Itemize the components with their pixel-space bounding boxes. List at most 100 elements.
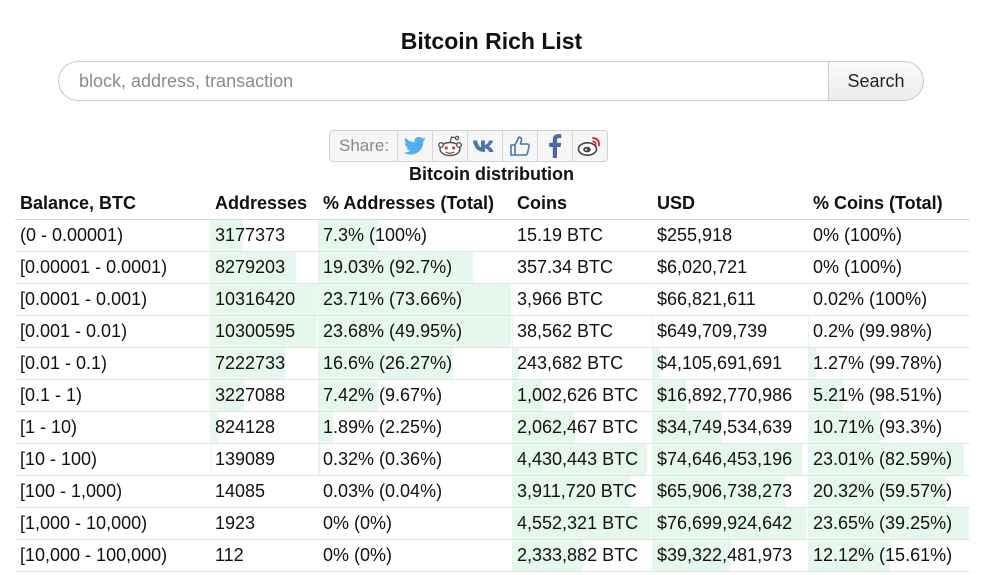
pct-coins-cell: 5.21% (98.51%) <box>808 379 970 412</box>
balance-cell: (0 - 0.00001) <box>15 219 210 252</box>
table-body: (0 - 0.00001) 3177373 7.3% (100%) 15.19 BTC… <box>15 219 970 572</box>
addresses-cell: 3227088 <box>210 379 318 412</box>
balance-cell: [0.001 - 0.01) <box>15 315 210 348</box>
pct-addresses-cell: 23.68% (49.95%) <box>318 315 512 348</box>
facebook-icon[interactable] <box>538 131 574 161</box>
addresses-cell: 14085 <box>210 475 318 508</box>
pct-addresses-cell: 16.6% (26.27%) <box>318 347 512 380</box>
addresses-cell: 7222733 <box>210 347 318 380</box>
page-title: Bitcoin Rich List <box>400 28 583 54</box>
balance-cell: [1 - 10) <box>15 411 210 444</box>
balance-cell: [0.1 - 1) <box>15 379 210 412</box>
coins-cell: 2,062,467 BTC <box>512 411 652 444</box>
share-bar: Share: <box>329 130 609 162</box>
pct-coins-cell: 0.2% (99.98%) <box>808 315 970 348</box>
table-row: [10,000 - 100,000) 112 0% (0%) 2,333,882 BT… <box>15 539 970 572</box>
usd-cell: $65,906,738,273 <box>652 475 808 508</box>
usd-cell: $4,105,691,691 <box>652 347 808 380</box>
twitter-icon[interactable] <box>398 131 434 161</box>
pct-addresses-cell: 19.03% (92.7%) <box>318 251 512 284</box>
reddit-icon[interactable] <box>433 131 469 161</box>
balance-cell: [0.0001 - 0.001) <box>15 283 210 316</box>
usd-cell: $255,918 <box>652 219 808 252</box>
pct-addresses-cell: 0.32% (0.36%) <box>318 443 512 476</box>
column-header-pct-addresses: % Addresses (Total) <box>318 187 512 220</box>
coins-cell: 3,966 BTC <box>512 283 652 316</box>
search-bar: Search <box>58 61 924 101</box>
pct-addresses-cell: 23.71% (73.66%) <box>318 283 512 316</box>
table-title: Bitcoin distribution <box>409 164 574 184</box>
table-row: [10 - 100) 139089 0.32% (0.36%) 4,430,443 B… <box>15 443 970 476</box>
table-row: [100 - 1,000) 14085 0.03% (0.04%) 3,911,720… <box>15 475 970 508</box>
usd-cell: $16,892,770,986 <box>652 379 808 412</box>
usd-cell: $6,020,721 <box>652 251 808 284</box>
usd-cell: $66,821,611 <box>652 283 808 316</box>
thumbs-up-icon[interactable] <box>503 131 539 161</box>
pct-addresses-cell: 0% (0%) <box>318 507 512 540</box>
table-row: [0.0001 - 0.001) 10316420 23.71% (73.66%) 3… <box>15 283 970 316</box>
coins-cell: 4,552,321 BTC <box>512 507 652 540</box>
balance-cell: [0.00001 - 0.0001) <box>15 251 210 284</box>
weibo-icon[interactable] <box>573 131 607 161</box>
addresses-cell: 1923 <box>210 507 318 540</box>
pct-addresses-cell: 7.3% (100%) <box>318 219 512 252</box>
pct-coins-cell: 0% (100%) <box>808 219 970 252</box>
table-row: [0.00001 - 0.0001) 8279203 19.03% (92.7%) 3… <box>15 251 970 284</box>
addresses-cell: 824128 <box>210 411 318 444</box>
pct-coins-cell: 12.12% (15.61%) <box>808 539 970 572</box>
coins-cell: 243,682 BTC <box>512 347 652 380</box>
balance-cell: [0.01 - 0.1) <box>15 347 210 380</box>
column-header-coins: Coins <box>512 187 652 220</box>
coins-cell: 3,911,720 BTC <box>512 475 652 508</box>
column-header-usd: USD <box>652 187 808 220</box>
distribution-table: Balance, BTC Addresses % Addresses (Tota… <box>15 187 970 572</box>
coins-cell: 15.19 BTC <box>512 219 652 252</box>
share-label: Share: <box>330 131 399 161</box>
table-row: (0 - 0.00001) 3177373 7.3% (100%) 15.19 BTC… <box>15 219 970 252</box>
pct-addresses-cell: 0.03% (0.04%) <box>318 475 512 508</box>
balance-cell: [100 - 1,000) <box>15 475 210 508</box>
balance-cell: [10 - 100) <box>15 443 210 476</box>
usd-cell: $649,709,739 <box>652 315 808 348</box>
coins-cell: 357.34 BTC <box>512 251 652 284</box>
coins-cell: 4,430,443 BTC <box>512 443 652 476</box>
table-row: [0.001 - 0.01) 10300595 23.68% (49.95%) 38,… <box>15 315 970 348</box>
addresses-cell: 3177373 <box>210 219 318 252</box>
addresses-cell: 139089 <box>210 443 318 476</box>
table-row: [1 - 10) 824128 1.89% (2.25%) 2,062,467 BTC… <box>15 411 970 444</box>
coins-cell: 1,002,626 BTC <box>512 379 652 412</box>
usd-cell: $39,322,481,973 <box>652 539 808 572</box>
coins-cell: 2,333,882 BTC <box>512 539 652 572</box>
pct-addresses-cell: 1.89% (2.25%) <box>318 411 512 444</box>
search-button[interactable]: Search <box>828 61 924 101</box>
usd-cell: $74,646,453,196 <box>652 443 808 476</box>
balance-cell: [10,000 - 100,000) <box>15 539 210 572</box>
pct-coins-cell: 1.27% (99.78%) <box>808 347 970 380</box>
pct-coins-cell: 23.65% (39.25%) <box>808 507 970 540</box>
pct-coins-cell: 20.32% (59.57%) <box>808 475 970 508</box>
pct-addresses-cell: 0% (0%) <box>318 539 512 572</box>
usd-cell: $76,699,924,642 <box>652 507 808 540</box>
addresses-cell: 8279203 <box>210 251 318 284</box>
table-header-row: Balance, BTC Addresses % Addresses (Tota… <box>15 187 970 220</box>
addresses-cell: 10300595 <box>210 315 318 348</box>
balance-cell: [1,000 - 10,000) <box>15 507 210 540</box>
pct-coins-cell: 0.02% (100%) <box>808 283 970 316</box>
table-row: [0.1 - 1) 3227088 7.42% (9.67%) 1,002,626 B… <box>15 379 970 412</box>
table-row: [1,000 - 10,000) 1923 0% (0%) 4,552,321 BTC… <box>15 507 970 540</box>
coins-cell: 38,562 BTC <box>512 315 652 348</box>
vk-icon[interactable] <box>468 131 504 161</box>
pct-coins-cell: 0% (100%) <box>808 251 970 284</box>
usd-cell: $34,749,534,639 <box>652 411 808 444</box>
column-header-addresses: Addresses <box>210 187 318 220</box>
addresses-cell: 112 <box>210 539 318 572</box>
search-input[interactable] <box>58 61 828 101</box>
pct-coins-cell: 10.71% (93.3%) <box>808 411 970 444</box>
pct-coins-cell: 23.01% (82.59%) <box>808 443 970 476</box>
column-header-balance: Balance, BTC <box>15 187 210 220</box>
addresses-cell: 10316420 <box>210 283 318 316</box>
table-row: [0.01 - 0.1) 7222733 16.6% (26.27%) 243,682… <box>15 347 970 380</box>
column-header-pct-coins: % Coins (Total) <box>808 187 970 220</box>
pct-addresses-cell: 7.42% (9.67%) <box>318 379 512 412</box>
